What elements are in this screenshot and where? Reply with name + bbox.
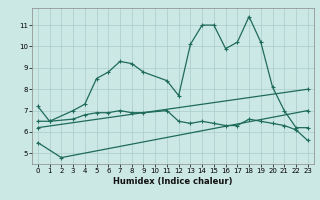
X-axis label: Humidex (Indice chaleur): Humidex (Indice chaleur) — [113, 177, 233, 186]
